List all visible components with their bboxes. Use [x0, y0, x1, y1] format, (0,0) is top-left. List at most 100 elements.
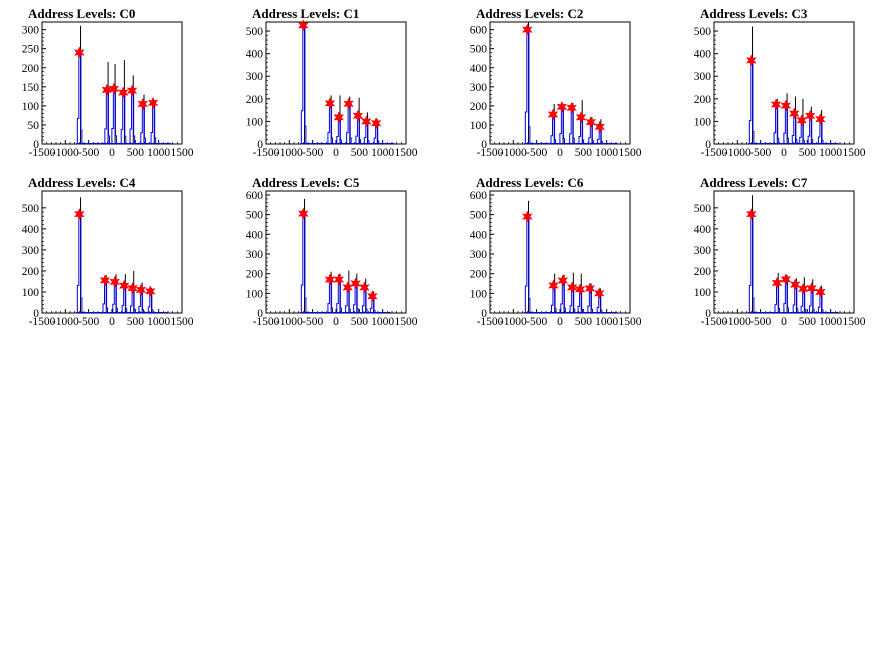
peak-marker	[147, 96, 159, 109]
peak-marker	[796, 114, 808, 127]
plot-frame	[41, 21, 183, 145]
y-tick-label: 0	[481, 139, 487, 151]
y-tick-label: 500	[694, 203, 712, 215]
chart-title: Address Levels: C0	[28, 6, 135, 21]
peak-marker	[126, 84, 138, 97]
chart-title: Address Levels: C5	[252, 175, 360, 190]
peak-marker	[135, 283, 147, 297]
histogram-bin	[773, 103, 780, 144]
x-tick-label: -1500	[477, 316, 504, 328]
peak-marker	[575, 111, 587, 124]
y-tick-label: 600	[470, 25, 488, 37]
histogram-bin	[748, 213, 755, 313]
x-tick-label: 0	[333, 147, 339, 159]
histogram-bin	[524, 29, 531, 144]
chart-panel: Address Levels: C5 0 100 200 300 400 500 600 -15…	[246, 175, 418, 328]
peak-marker	[521, 210, 533, 223]
histogram-bin	[140, 103, 146, 144]
peak-marker	[594, 120, 606, 134]
peak-marker	[367, 290, 378, 303]
y-tick-label: 400	[470, 63, 488, 75]
y-tick-label: 300	[246, 249, 264, 261]
histogram-bin	[150, 102, 157, 144]
y-tick-label: 400	[470, 229, 488, 241]
y-tick-label: 300	[22, 25, 40, 37]
peak-marker	[108, 82, 120, 95]
x-tick-label: -1000	[276, 316, 303, 328]
histogram-bin	[76, 52, 83, 144]
x-tick-label: 0	[781, 316, 787, 328]
x-tick-label: 1500	[395, 147, 418, 159]
histogram-bin	[300, 24, 307, 144]
peak-marker	[780, 273, 792, 286]
peak-marker	[360, 115, 372, 128]
peak-marker	[566, 101, 578, 114]
peak-marker	[815, 285, 826, 299]
x-tick-label: 1000	[371, 147, 394, 159]
x-tick-label: 500	[127, 316, 145, 328]
peak-marker	[297, 19, 309, 32]
x-tick-label: -500	[750, 316, 771, 328]
histogram-bin	[300, 213, 307, 313]
x-tick-label: -500	[526, 147, 547, 159]
x-tick-label: 1500	[395, 316, 418, 328]
peak-marker	[771, 276, 783, 290]
x-tick-label: -1000	[500, 316, 527, 328]
y-tick-label: 500	[470, 44, 488, 56]
x-tick-label: -500	[78, 316, 99, 328]
x-tick-label: -1000	[500, 147, 527, 159]
peak-marker	[333, 111, 345, 124]
chart-panel: Address Levels: C2 0 100 200 300 400 500 600 -15…	[470, 6, 642, 159]
peak-marker	[593, 287, 605, 300]
x-tick-label: 500	[799, 147, 817, 159]
x-tick-label: -500	[302, 316, 323, 328]
peak-marker	[73, 207, 85, 221]
peak-marker	[137, 97, 149, 111]
y-tick-label: 600	[470, 190, 488, 202]
chart-title: Address Levels: C6	[476, 175, 584, 190]
x-tick-label: 500	[351, 147, 369, 159]
histogram-bin	[524, 216, 531, 313]
peak-marker	[548, 279, 559, 292]
x-tick-label: -1000	[724, 147, 751, 159]
peak-marker	[333, 273, 345, 286]
x-tick-label: 1000	[595, 316, 618, 328]
x-tick-label: 1000	[371, 316, 394, 328]
y-tick-label: 100	[246, 116, 264, 128]
peak-marker	[745, 207, 757, 221]
y-tick-label: 200	[470, 101, 488, 113]
peak-marker	[352, 109, 364, 122]
peak-marker	[789, 278, 801, 291]
histogram-bin	[569, 107, 575, 144]
x-tick-label: 1500	[171, 147, 194, 159]
y-tick-label: 300	[470, 82, 488, 94]
peak-marker	[342, 281, 354, 294]
y-tick-label: 400	[694, 224, 712, 236]
y-tick-label: 300	[470, 249, 488, 261]
histogram-bin	[327, 102, 334, 144]
peak-marker	[127, 282, 138, 295]
chart-panel: Address Levels: C6 0 100 200 300 400 500 600 -15…	[470, 175, 642, 328]
x-tick-label: 1500	[619, 147, 642, 159]
x-tick-label: -1000	[276, 147, 303, 159]
chart-panel: Address Levels: C10100200300400500-1500-…	[246, 6, 418, 159]
x-tick-label: 1500	[843, 316, 866, 328]
y-tick-label: 200	[246, 94, 264, 106]
y-tick-label: 100	[470, 288, 488, 300]
peak-marker	[350, 277, 361, 290]
peak-marker	[73, 46, 85, 59]
x-tick-label: -1000	[52, 316, 79, 328]
x-tick-label: 1500	[171, 316, 194, 328]
x-tick-label: 1500	[843, 147, 866, 159]
peak-marker	[547, 108, 559, 121]
y-tick-label: 500	[246, 26, 264, 38]
chart-title: Address Levels: C4	[28, 175, 136, 190]
peak-marker	[574, 283, 586, 296]
x-tick-label: 1000	[147, 147, 170, 159]
x-tick-label: 1000	[595, 147, 618, 159]
peak-marker	[521, 23, 533, 36]
peak-marker	[117, 86, 129, 99]
x-tick-label: 0	[557, 147, 563, 159]
x-tick-label: -1500	[701, 147, 728, 159]
peak-marker	[343, 97, 354, 110]
